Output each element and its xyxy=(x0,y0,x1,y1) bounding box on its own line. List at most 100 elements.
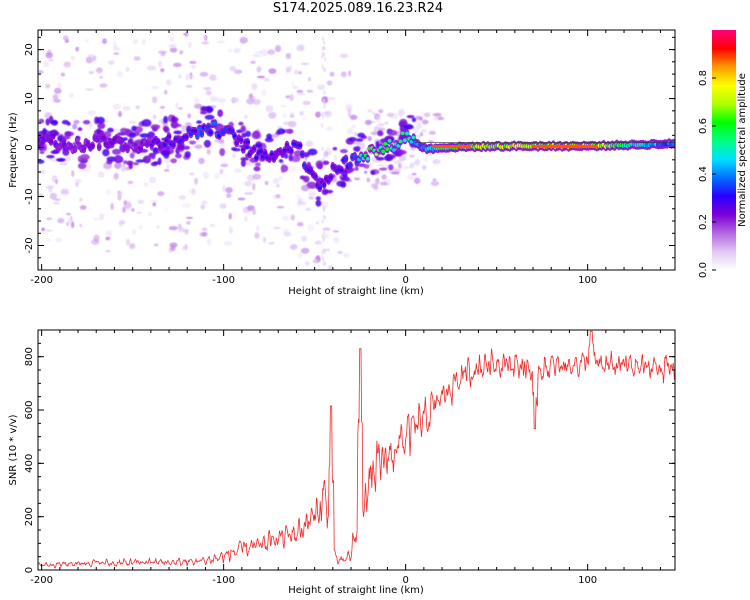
spectrogram-ridge-blob xyxy=(164,126,170,133)
spectrogram-noise-blob xyxy=(88,70,95,75)
spectrogram-ridge-blob xyxy=(340,149,348,154)
spectrogram-noise-blob xyxy=(242,206,251,214)
spectrogram-noise-blob xyxy=(251,83,258,91)
spectrogram-noise-blob xyxy=(347,109,351,117)
spectrogram-noise-blob xyxy=(84,38,89,44)
spectrogram-noise-blob xyxy=(45,52,54,59)
spectrogram-noise-blob xyxy=(152,114,157,120)
spectrogram-noise-blob xyxy=(97,171,105,178)
spectrogram-noise-blob xyxy=(260,49,268,57)
spectrogram-ridge-blob xyxy=(307,148,318,156)
spectrogram-column-blob xyxy=(321,234,324,239)
spectrogram-noise-blob xyxy=(201,227,208,232)
spectrogram-noise-blob xyxy=(85,56,93,64)
spectrogram-ridge-blob xyxy=(45,118,50,126)
spectrogram-x-label: Height of straight line (km) xyxy=(288,286,424,297)
spectrogram-noise-blob xyxy=(301,184,310,192)
spectrogram-noise-blob xyxy=(113,128,120,133)
spectrogram-ridge-core xyxy=(234,141,239,145)
spectrogram-ridge-blob xyxy=(240,159,246,167)
spectrogram-noise-blob xyxy=(298,251,302,259)
spectrogram-noise-blob xyxy=(248,96,254,102)
spectrogram-noise-blob xyxy=(327,265,334,270)
spectrogram-ridge-blob xyxy=(388,164,394,171)
spectrogram-ridge-core xyxy=(199,131,204,136)
spectrogram-ridge-blob xyxy=(161,149,171,156)
spectrogram-noise-blob xyxy=(354,132,358,137)
spectrogram-ridge-blob xyxy=(61,119,69,125)
spectrogram-noise-blob xyxy=(273,226,281,230)
spectrogram-noise-blob xyxy=(157,191,165,197)
spectrogram-noise-blob xyxy=(151,96,158,104)
spectrogram-ridge-blob xyxy=(400,121,408,126)
spectrogram-noise-blob xyxy=(125,67,130,72)
spectrogram-noise-blob xyxy=(265,105,274,113)
spectrogram-ridge-blob xyxy=(131,125,137,131)
spectrogram-noise-blob xyxy=(368,162,375,166)
spectrogram-ridge-blob xyxy=(332,147,338,151)
spectrogram-noise-blob xyxy=(148,211,153,217)
spectrogram-noise-blob xyxy=(234,69,243,75)
spectrogram-noise-blob xyxy=(298,71,302,75)
spectrogram-column-blob xyxy=(322,214,325,220)
spectrogram-noise-blob xyxy=(420,110,425,118)
spectrogram-noise-blob xyxy=(189,60,197,64)
spectrogram-noise-blob xyxy=(244,181,252,187)
spectrogram-ridge-blob xyxy=(46,155,55,159)
spectrogram-noise-blob xyxy=(128,120,137,124)
spectrogram-noise-blob xyxy=(371,111,376,116)
spectrogram-noise-blob xyxy=(159,105,166,110)
spectrogram-noise-blob xyxy=(201,41,209,45)
spectrogram-noise-blob xyxy=(49,192,58,200)
spectrogram-ridge-blob xyxy=(376,156,385,161)
spectrogram-ridge-blob xyxy=(135,159,146,163)
spectrogram-noise-blob xyxy=(397,163,402,169)
spectrogram-noise-blob xyxy=(281,215,290,221)
spectrogram-noise-blob xyxy=(402,166,411,170)
spectrogram-noise-blob xyxy=(297,197,303,204)
spectrogram-ridge-blob xyxy=(173,130,182,135)
spectrogram-noise-blob xyxy=(411,172,417,176)
spectrogram-ridge-blob xyxy=(355,138,364,142)
spectrogram-noise-blob xyxy=(364,170,368,174)
spectrogram-noise-blob xyxy=(377,163,385,167)
spectrogram-noise-blob xyxy=(201,231,208,237)
spectrogram-noise-blob xyxy=(168,226,178,231)
spectrogram-noise-blob xyxy=(119,191,123,197)
spectrogram-noise-blob xyxy=(376,115,381,124)
spectrogram-ridge-blob xyxy=(153,147,158,155)
spectrogram-ridge-core xyxy=(162,143,167,147)
spectrogram-noise-blob xyxy=(296,44,305,52)
spectrogram-noise-blob xyxy=(183,32,189,36)
spectrogram-noise-blob xyxy=(423,157,428,163)
spectrogram-noise-blob xyxy=(203,87,212,91)
spectrogram-noise-blob xyxy=(302,116,307,121)
spectrogram-noise-blob xyxy=(110,202,114,211)
spectrogram-noise-blob xyxy=(132,39,138,44)
spectrogram-noise-blob xyxy=(175,102,179,110)
spectrogram-ridge-core xyxy=(208,130,213,135)
spectrogram-y-tick-label: 20 xyxy=(24,43,35,56)
spectrogram-noise-blob xyxy=(206,238,212,246)
spectrogram-noise-blob xyxy=(41,227,45,232)
spectrogram-noise-blob xyxy=(307,224,315,232)
spectrogram-ridge-blob xyxy=(255,143,263,148)
spectrogram-noise-blob xyxy=(305,140,314,147)
spectrogram-noise-blob xyxy=(296,89,304,93)
spectrogram-noise-blob xyxy=(252,183,256,191)
spectrogram-ridge-blob xyxy=(172,123,182,128)
spectrogram-noise-blob xyxy=(43,60,50,68)
spectrogram-noise-blob xyxy=(185,85,193,88)
spectrogram-noise-blob xyxy=(306,89,314,93)
spectrogram-noise-blob xyxy=(323,150,329,158)
spectrogram-noise-blob xyxy=(209,96,219,102)
spectrogram-ridge-core xyxy=(289,149,294,153)
spectrogram-noise-blob xyxy=(153,243,159,247)
spectrogram-noise-blob xyxy=(120,165,125,172)
spectrogram-noise-blob xyxy=(164,169,170,172)
spectrogram-noise-blob xyxy=(421,129,428,133)
spectrogram-noise-blob xyxy=(127,180,134,185)
spectrogram-noise-blob xyxy=(378,109,384,114)
spectrogram-noise-blob xyxy=(220,163,229,168)
spectrogram-noise-blob xyxy=(79,205,87,210)
